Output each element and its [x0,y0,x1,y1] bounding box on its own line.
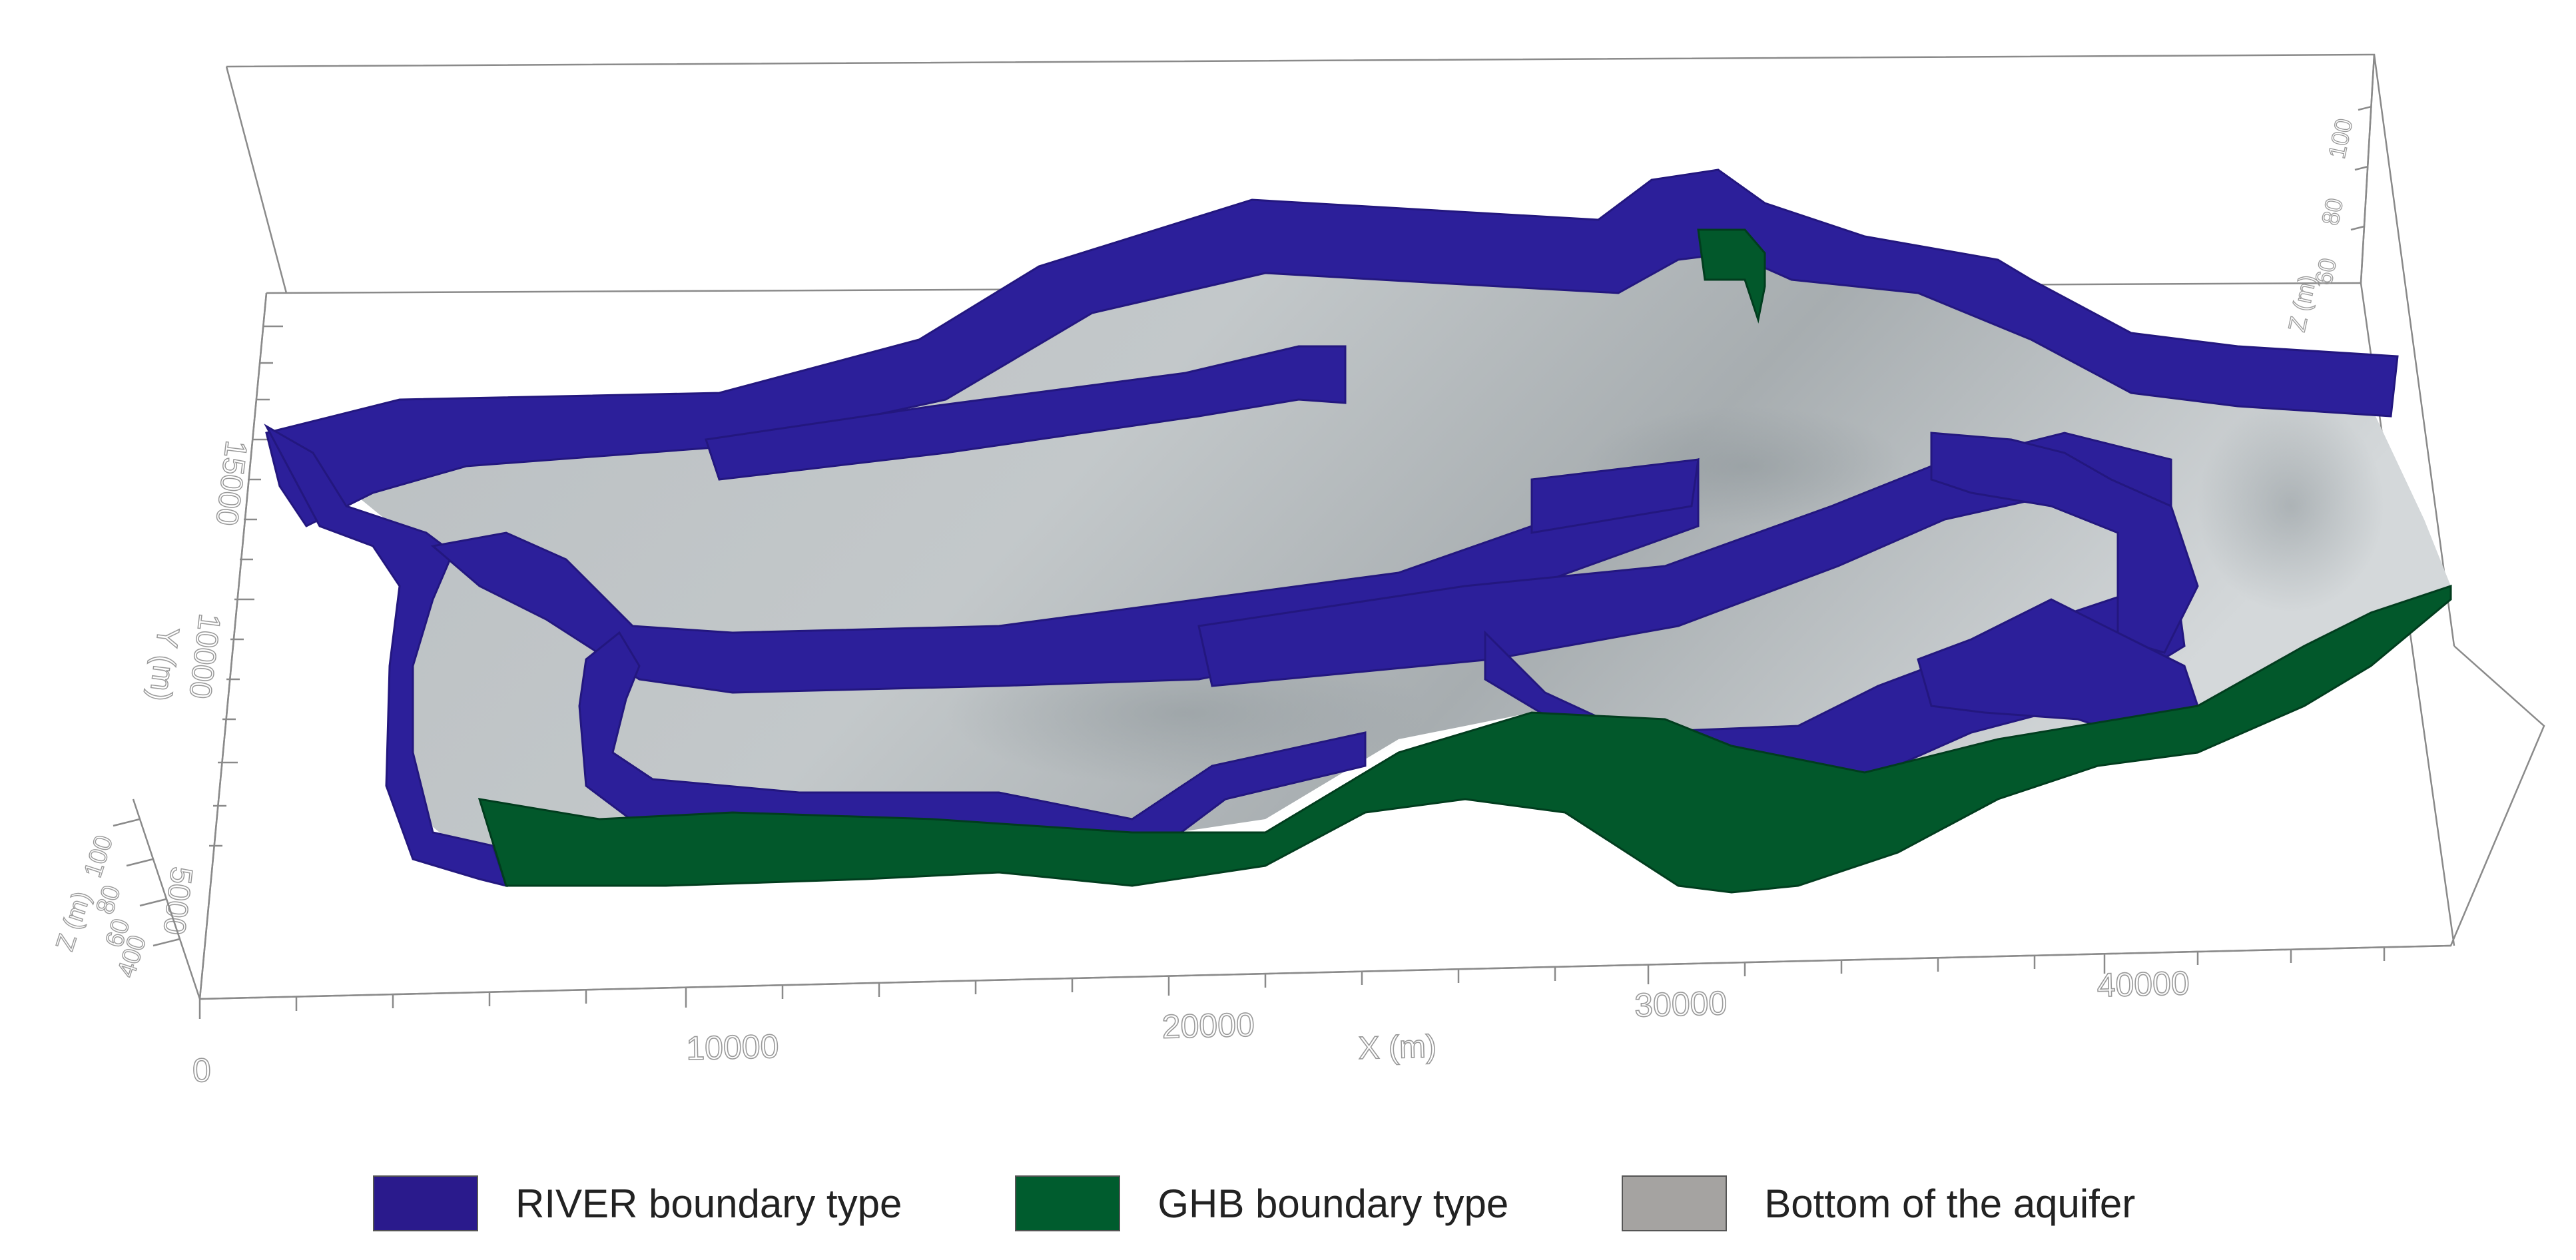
z-tick-label: 100 [2323,116,2358,160]
y-tick-label: 5000 [157,865,200,937]
x-tick-label: 40000 [2096,964,2190,1004]
river-band [705,345,1347,481]
legend-label-aquifer: Bottom of the aquifer [1764,1181,2136,1226]
x-axis [198,944,2451,1019]
river-band [265,168,2399,527]
y-axis-title: Y (m) [143,625,186,703]
x-axis-title: X (m) [1358,1029,1437,1066]
river-band [1530,458,1700,534]
legend-item-aquifer: Bottom of the aquifer [1622,1175,2135,1231]
z-axis-back [2350,54,2376,284]
ghb-boundaries [478,228,2452,894]
x-tick-label: 0 [192,1052,211,1090]
y-tick-label: 10000 [182,612,227,701]
legend-swatch-ghb [1015,1175,1121,1231]
legend-swatch-aquifer [1622,1175,1728,1231]
z-axis-title: Z (m) [2283,272,2322,334]
x-axis-tick-labels: 0 10000 20000 30000 40000 [191,964,2190,1090]
z-tick-label: 100 [79,832,119,880]
y-axis [198,292,283,1000]
river-band [1917,598,2199,747]
y-tick-label: 15000 [209,439,254,527]
y-axis-tick-labels: 5000 10000 15000 Y (m) [143,438,255,937]
legend-swatch-river [373,1175,478,1231]
z-axis-front [113,798,201,1000]
x-tick-label: 10000 [686,1028,779,1067]
ghb-band [1697,228,1766,324]
z-front-tick-labels: 400 60 80 100 Z (m) [51,832,153,982]
legend-label-ghb: GHB boundary type [1157,1181,1509,1226]
legend-item-ghb: GHB boundary type [1015,1175,1508,1231]
legend-item-river: RIVER boundary type [373,1175,902,1231]
ghb-band [478,584,2452,894]
river-band [1930,432,2199,654]
z-tick-label: 80 [2316,196,2348,228]
x-tick-label: 20000 [1161,1006,1255,1045]
aquifer-shading [2198,400,2384,613]
z-axis-title: Z (m) [51,888,97,954]
legend: RIVER boundary type GHB boundary type Bo… [373,1173,2278,1233]
z-back-tick-labels: 60 80 100 Z (m) [2282,116,2358,335]
legend-label-river: RIVER boundary type [515,1181,902,1226]
z-tick-label: 80 [91,882,127,918]
z-tick-label: 60 [2310,256,2342,288]
x-tick-label: 30000 [1634,984,1727,1024]
